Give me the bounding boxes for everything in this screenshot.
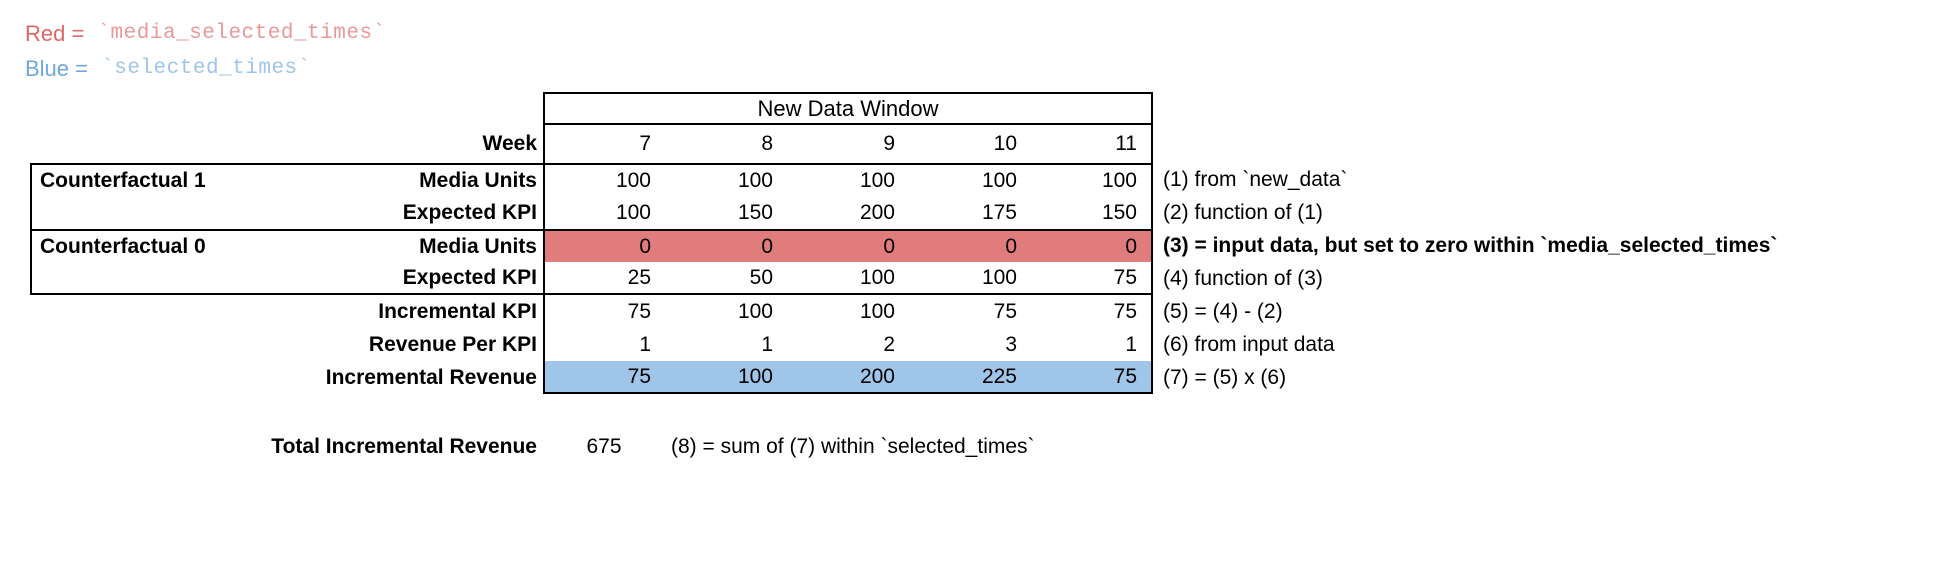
group-label: Counterfactual 1	[40, 168, 206, 192]
calculation-table: New Data Window Week 7 8 9 10 11 Counter…	[30, 92, 1960, 463]
legend: Red = `media_selected_times` Blue = `sel…	[25, 16, 1960, 86]
total-value: 675	[586, 434, 622, 458]
value-cell: 1	[761, 332, 773, 356]
legend-red-label: Red	[25, 20, 66, 46]
value-cell-red: 0	[1031, 229, 1153, 262]
table-row: Expected KPI 25 50 100 100 75 (4) functi…	[30, 262, 1960, 295]
row-label-cell: Counterfactual 1 Media Units	[30, 163, 543, 196]
value-cell-blue: 75	[543, 361, 665, 394]
table-row-highlight-red: Counterfactual 0 Media Units 0 0 0 0 0 (…	[30, 229, 1960, 262]
group-label: Counterfactual 0	[40, 234, 206, 258]
row-annotation: (4) function of (3)	[1163, 266, 1323, 290]
total-label-cell: Total Incremental Revenue	[30, 430, 543, 463]
total-label: Total Incremental Revenue	[271, 434, 537, 458]
value-cell: 100	[787, 262, 909, 295]
value-cell-red: 0	[787, 229, 909, 262]
row-label: Incremental Revenue	[325, 365, 537, 389]
value-cell: 75	[1031, 295, 1153, 328]
value-cell: 75	[543, 295, 665, 328]
row-label-cell: Expected KPI	[30, 262, 543, 295]
row-label: Incremental KPI	[378, 299, 537, 323]
value-cell: 3	[1005, 332, 1017, 356]
row-annotation: (3) = input data, but set to zero within…	[1163, 233, 1778, 257]
value-cell-blue: 100	[665, 361, 787, 394]
value-cell: 50	[665, 262, 787, 295]
value-cell: 25	[543, 262, 665, 295]
week-number: 8	[761, 132, 773, 155]
table-row: Revenue Per KPI 1 1 2 3 1 (6) from input…	[30, 328, 1960, 361]
week-number: 10	[993, 132, 1017, 155]
week-number: 11	[1031, 125, 1153, 163]
row-label-cell: Expected KPI	[30, 196, 543, 229]
value-cell: 100	[543, 163, 665, 196]
value-cell: 100	[737, 299, 773, 323]
value-cell: 100	[665, 163, 787, 196]
new-data-window-header: New Data Window	[543, 92, 1153, 125]
value-cell: 75	[1031, 262, 1153, 295]
value-cell-red: 0	[909, 229, 1031, 262]
legend-red-code: `media_selected_times`	[97, 22, 386, 45]
legend-blue-line: Blue = `selected_times`	[25, 51, 1960, 86]
value-cell: 1	[1031, 328, 1153, 361]
legend-red-equals: =	[65, 20, 91, 46]
value-cell: 100	[909, 262, 1031, 295]
legend-blue-code: `selected_times`	[101, 57, 311, 80]
row-label-cell: Incremental Revenue	[30, 361, 543, 394]
row-label: Revenue Per KPI	[368, 332, 537, 356]
header-spacer	[30, 92, 543, 125]
table-header-row: New Data Window	[30, 92, 1960, 125]
legend-red-line: Red = `media_selected_times`	[25, 16, 1960, 51]
row-label: Expected KPI	[402, 265, 537, 289]
week-number: 9	[883, 132, 895, 155]
row-annotation: (5) = (4) - (2)	[1163, 299, 1283, 323]
row-label-cell: Counterfactual 0 Media Units	[30, 229, 543, 262]
value-cell-blue: 75	[1031, 361, 1153, 394]
value-cell: 175	[981, 200, 1017, 224]
week-label: Week	[482, 132, 537, 155]
value-cell: 2	[883, 332, 895, 356]
value-cell: 150	[1031, 196, 1153, 229]
value-cell-red: 0	[543, 229, 665, 262]
row-label: Media Units	[419, 234, 537, 258]
total-row: Total Incremental Revenue 675 (8) = sum …	[30, 430, 1960, 463]
table-row: Expected KPI 100 150 200 175 150 (2) fun…	[30, 196, 1960, 229]
value-cell: 150	[737, 200, 773, 224]
row-label-cell: Revenue Per KPI	[30, 328, 543, 361]
row-annotation: (6) from input data	[1163, 332, 1335, 356]
value-cell-blue: 225	[909, 361, 1031, 394]
row-label: Expected KPI	[402, 200, 537, 224]
row-label: Media Units	[419, 168, 537, 192]
week-label-cell: Week	[30, 125, 543, 163]
value-cell-blue: 200	[787, 361, 909, 394]
value-cell: 100	[787, 163, 909, 196]
row-annotation: (7) = (5) x (6)	[1163, 365, 1287, 389]
total-annotation: (8) = sum of (7) within `selected_times`	[671, 434, 1035, 458]
value-cell: 200	[859, 200, 895, 224]
row-annotation: (1) from `new_data`	[1163, 167, 1348, 191]
row-annotation: (2) function of (1)	[1163, 200, 1323, 224]
value-cell: 100	[1031, 163, 1153, 196]
legend-blue-label: Blue	[25, 55, 70, 81]
value-cell-red: 0	[665, 229, 787, 262]
week-row: Week 7 8 9 10 11	[30, 125, 1960, 163]
row-label-cell: Incremental KPI	[30, 295, 543, 328]
value-cell: 75	[993, 299, 1017, 323]
value-cell: 1	[543, 328, 665, 361]
legend-blue-equals: =	[69, 55, 95, 81]
table-row: Incremental KPI 75 100 100 75 75 (5) = (…	[30, 295, 1960, 328]
table-row: Counterfactual 1 Media Units 100 100 100…	[30, 163, 1960, 196]
value-cell: 100	[543, 196, 665, 229]
value-cell: 100	[859, 299, 895, 323]
value-cell: 100	[909, 163, 1031, 196]
table-row-highlight-blue: Incremental Revenue 75 100 200 225 75 (7…	[30, 361, 1960, 394]
week-number: 7	[543, 125, 665, 163]
